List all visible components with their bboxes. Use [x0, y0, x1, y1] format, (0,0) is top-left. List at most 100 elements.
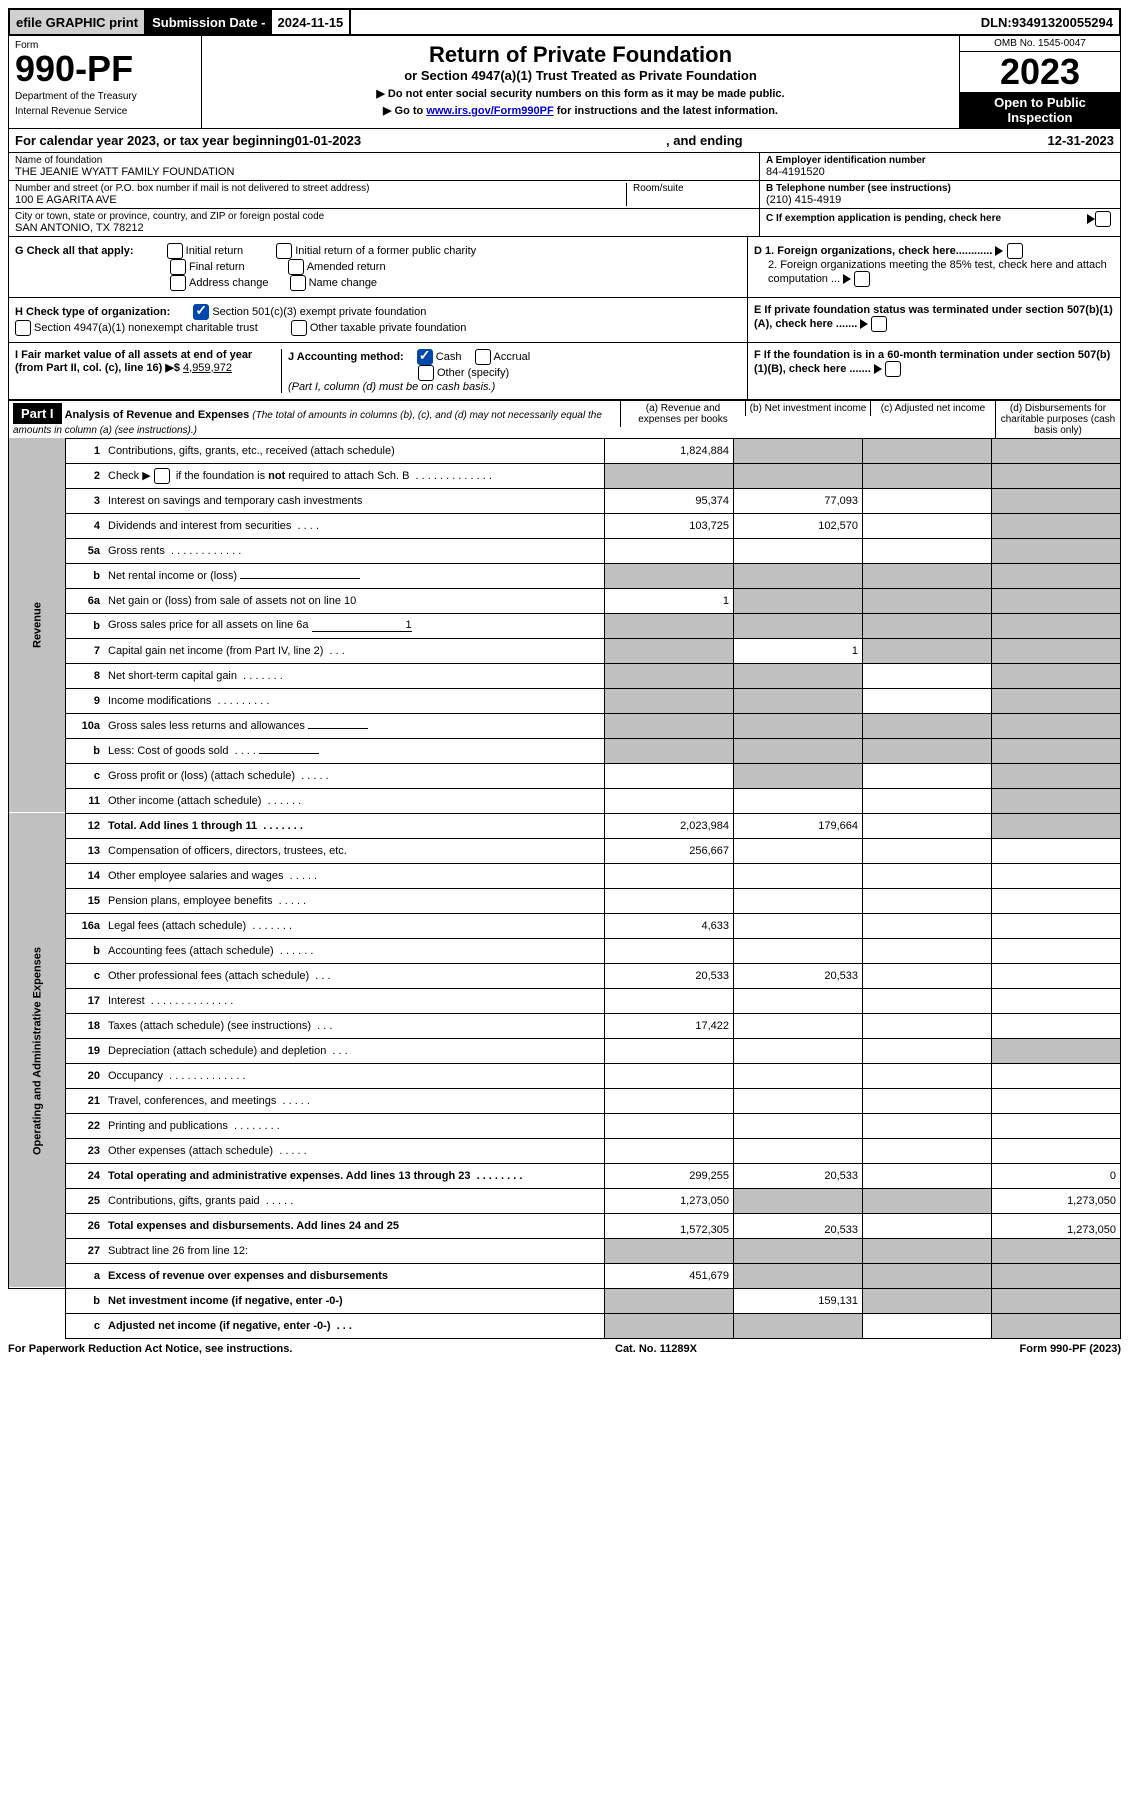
g-initial-former-checkbox[interactable]	[276, 243, 292, 259]
calyear-prefix: For calendar year 2023, or tax year begi…	[15, 133, 295, 148]
empty-cell	[605, 538, 734, 563]
line-27b-b: 159,131	[734, 1288, 863, 1313]
empty-cell	[605, 863, 734, 888]
shaded-cell	[734, 1188, 863, 1213]
empty-cell	[992, 913, 1121, 938]
line-3-desc: Interest on savings and temporary cash i…	[104, 488, 605, 513]
line-7-b: 1	[734, 638, 863, 663]
room-label: Room/suite	[633, 183, 753, 194]
arrow-icon	[874, 364, 882, 374]
shaded-cell	[605, 1238, 734, 1263]
empty-cell	[863, 663, 992, 688]
line-no: c	[66, 1313, 105, 1338]
line-16c-b: 20,533	[734, 963, 863, 988]
empty-cell	[863, 788, 992, 813]
shaded-cell	[605, 638, 734, 663]
j-cash-checkbox[interactable]	[417, 349, 433, 365]
empty-cell	[734, 913, 863, 938]
footer-right: Form 990-PF (2023)	[1020, 1343, 1122, 1355]
line-16b-text: Accounting fees (attach schedule)	[108, 945, 274, 957]
empty-cell	[863, 1138, 992, 1163]
line-16a-a: 4,633	[605, 913, 734, 938]
empty-cell	[605, 1088, 734, 1113]
open-public-1: Open to Public	[994, 95, 1086, 110]
c-checkbox[interactable]	[1095, 211, 1111, 227]
line-no: 21	[66, 1088, 105, 1113]
empty-cell	[992, 888, 1121, 913]
shaded-cell	[734, 738, 863, 763]
shaded-cell	[992, 713, 1121, 738]
shaded-cell	[605, 1288, 734, 1313]
g-final-checkbox[interactable]	[170, 259, 186, 275]
g-label: G Check all that apply:	[15, 245, 134, 257]
d2-checkbox[interactable]	[854, 271, 870, 287]
shaded-cell	[734, 613, 863, 638]
empty-cell	[992, 1013, 1121, 1038]
line2-checkbox[interactable]	[154, 468, 170, 484]
dept-treasury: Department of the Treasury	[15, 91, 195, 102]
g-name-checkbox[interactable]	[290, 275, 306, 291]
j-other-checkbox[interactable]	[418, 365, 434, 381]
g-address-label: Address change	[189, 277, 269, 289]
shaded-cell	[992, 788, 1121, 813]
h-4947-checkbox[interactable]	[15, 320, 31, 336]
form990pf-link[interactable]: www.irs.gov/Form990PF	[426, 105, 553, 117]
shaded-cell	[863, 438, 992, 463]
shaded-cell	[605, 688, 734, 713]
efile-print-button[interactable]: efile GRAPHIC print	[10, 10, 146, 34]
empty-cell	[863, 1013, 992, 1038]
calyear-begin: 01-01-2023	[295, 133, 362, 148]
empty-cell	[734, 1063, 863, 1088]
empty-cell	[863, 913, 992, 938]
line-21-desc: Travel, conferences, and meetings . . . …	[104, 1088, 605, 1113]
g-initial-checkbox[interactable]	[167, 243, 183, 259]
e-checkbox[interactable]	[871, 316, 887, 332]
f-checkbox[interactable]	[885, 361, 901, 377]
line-4-text: Dividends and interest from securities	[108, 520, 291, 532]
empty-cell	[863, 513, 992, 538]
top-bar: efile GRAPHIC print Submission Date - 20…	[8, 8, 1121, 36]
col-d-header: (d) Disbursements for charitable purpose…	[995, 401, 1120, 438]
g-address-checkbox[interactable]	[170, 275, 186, 291]
revenue-side-label: Revenue	[9, 438, 66, 813]
line-27a-a: 451,679	[605, 1263, 734, 1288]
line-no: 8	[66, 663, 105, 688]
i-value: 4,959,972	[183, 362, 232, 374]
phone-value: (210) 415-4919	[766, 194, 1114, 206]
line-no: b	[66, 738, 105, 763]
line-1-a: 1,824,884	[605, 438, 734, 463]
shaded-cell	[734, 1263, 863, 1288]
line-no: 3	[66, 488, 105, 513]
shaded-cell	[992, 638, 1121, 663]
line-24-b: 20,533	[734, 1163, 863, 1188]
line-11-text: Other income (attach schedule)	[108, 795, 261, 807]
empty-cell	[734, 988, 863, 1013]
empty-cell	[605, 763, 734, 788]
shaded-cell	[992, 813, 1121, 838]
open-to-public: Open to Public Inspection	[960, 92, 1120, 128]
calendar-year-row: For calendar year 2023, or tax year begi…	[8, 129, 1121, 153]
shaded-cell	[992, 1288, 1121, 1313]
shaded-cell	[863, 463, 992, 488]
line-16b-desc: Accounting fees (attach schedule) . . . …	[104, 938, 605, 963]
empty-cell	[863, 988, 992, 1013]
footer-mid: Cat. No. 11289X	[615, 1343, 697, 1355]
j-accrual-checkbox[interactable]	[475, 349, 491, 365]
line-26-b: 20,533	[734, 1213, 863, 1238]
d1-label: D 1. Foreign organizations, check here..…	[754, 245, 992, 257]
empty-cell	[734, 1013, 863, 1038]
shaded-cell	[863, 1263, 992, 1288]
h-other-checkbox[interactable]	[291, 320, 307, 336]
d1-checkbox[interactable]	[1007, 243, 1023, 259]
empty-cell	[863, 1113, 992, 1138]
g-amended-checkbox[interactable]	[288, 259, 304, 275]
line-15-text: Pension plans, employee benefits	[108, 895, 273, 907]
line-16a-text: Legal fees (attach schedule)	[108, 920, 246, 932]
form-title: Return of Private Foundation	[208, 42, 953, 68]
line-no: 13	[66, 838, 105, 863]
shaded-cell	[863, 1188, 992, 1213]
h-501c3-checkbox[interactable]	[193, 304, 209, 320]
empty-cell	[863, 688, 992, 713]
h-label: H Check type of organization:	[15, 306, 170, 318]
line-27a-desc: Excess of revenue over expenses and disb…	[104, 1263, 605, 1288]
